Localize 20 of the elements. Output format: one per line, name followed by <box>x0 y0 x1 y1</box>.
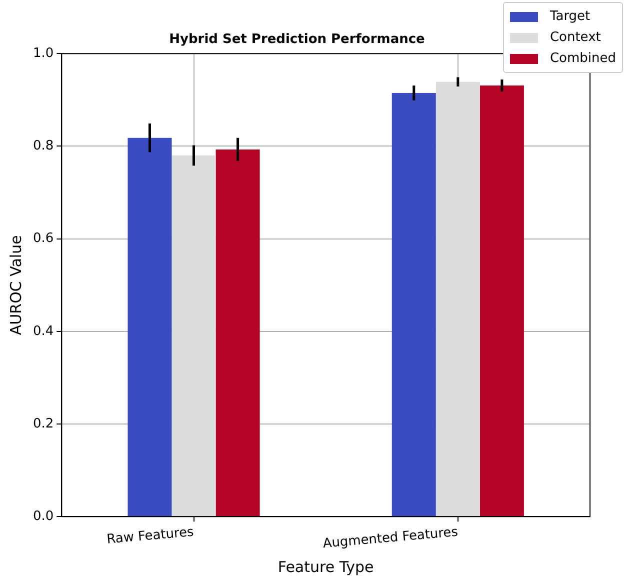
legend-label: Target <box>550 9 590 24</box>
y-tick-label: 0.8 <box>32 138 54 154</box>
y-tick-label: 0.2 <box>32 416 54 432</box>
y-tick-label: 1.0 <box>32 46 54 61</box>
bar <box>436 82 480 516</box>
x-tick-label: Augmented Features <box>322 524 459 552</box>
chart-title: Hybrid Set Prediction Performance <box>169 32 426 48</box>
y-axis-title: AUROC Value <box>6 235 25 336</box>
bar <box>172 155 216 516</box>
y-tick-label: 0.4 <box>32 324 54 339</box>
y-tick-label: 0.6 <box>32 231 54 246</box>
bar <box>392 92 436 516</box>
bar <box>216 149 260 516</box>
y-tick-label: 0.0 <box>32 509 54 524</box>
legend-label: Combined <box>550 51 616 66</box>
legend-label: Context <box>550 30 601 45</box>
bar <box>128 138 172 516</box>
x-axis-title: Feature Type <box>278 558 374 576</box>
x-tick-label: Raw Features <box>106 524 195 548</box>
bar <box>480 86 524 516</box>
